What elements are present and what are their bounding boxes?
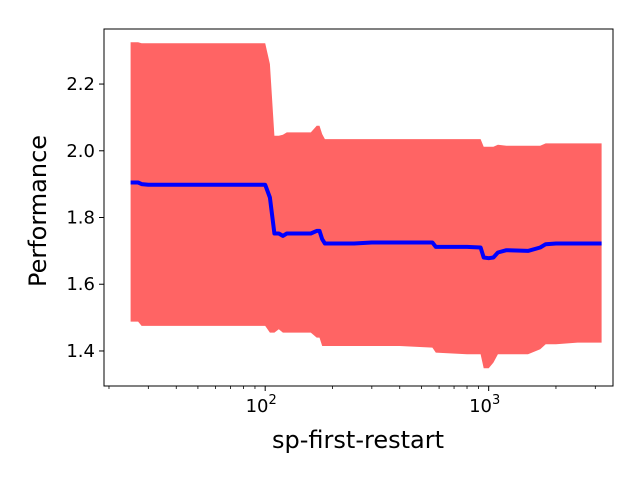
confidence-band-layer [130,42,602,369]
confidence-band [130,42,602,369]
mean-line-layer [130,180,602,261]
y-tick-label: 1.6 [66,274,95,295]
plot-frame [103,28,614,387]
y-tick-label: 1.4 [66,341,95,362]
mean-performance-line [130,180,602,261]
x-tick-label: 103 [469,393,500,417]
x-axis-ticks: 102 103 [108,386,596,417]
y-tick-label: 1.8 [66,208,95,229]
y-tick-label: 2.0 [66,141,95,162]
y-axis-ticks: 1.4 1.6 1.8 2.0 2.2 [66,74,104,362]
y-axis-label: Performance [24,135,52,287]
y-tick-label: 2.2 [66,74,95,95]
x-axis-label: sp-first-restart [272,426,444,454]
x-tick-label: 102 [246,393,277,417]
